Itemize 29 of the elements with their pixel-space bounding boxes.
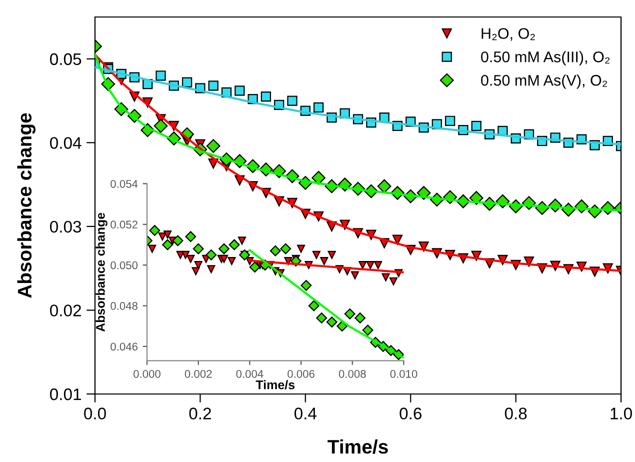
y-tick-label: 0.046 — [110, 342, 138, 351]
x-tick-label: 0.0 — [84, 408, 106, 420]
y-tick-label: 0.05 — [50, 53, 82, 66]
y-tick-label: 0.04 — [50, 137, 82, 149]
x-tick-label: 0.008 — [338, 370, 366, 378]
legend-label: H₂O, O₂ — [482, 28, 535, 41]
y-tick-label: 0.02 — [50, 304, 81, 316]
x-tick-label: 0.8 — [504, 408, 527, 420]
legend-label: 0.50 mM As(III), O₂ — [481, 51, 610, 66]
y-tick-label: 0.054 — [110, 180, 138, 188]
x-tick-label: 0.006 — [288, 370, 314, 378]
x-tick-label: 0.2 — [189, 408, 211, 420]
x-tick-label: 1.0 — [610, 408, 632, 420]
y-tick-label: 0.048 — [110, 302, 138, 310]
y-axis-title: Absorbance change — [17, 113, 36, 298]
y-tick-label: 0.03 — [50, 220, 82, 233]
x-tick-label: 0.4 — [294, 408, 317, 420]
y-tick-label: 0.052 — [110, 220, 138, 229]
y-tick-label: 0.01 — [50, 388, 81, 400]
y-axis-title: Absorbance change — [96, 212, 108, 332]
x-tick-label: 0.6 — [400, 408, 422, 420]
x-axis-title: Time/s — [328, 439, 388, 454]
x-tick-label: 0.002 — [184, 370, 212, 378]
y-tick-label: 0.050 — [110, 261, 138, 270]
x-tick-label: 0.010 — [390, 370, 418, 378]
x-tick-label: 0.004 — [236, 370, 264, 378]
legend-label: 0.50 mM As(V), O₂ — [481, 74, 608, 89]
x-axis-title: Time/s — [256, 380, 295, 390]
x-tick-label: 0.000 — [134, 370, 160, 378]
